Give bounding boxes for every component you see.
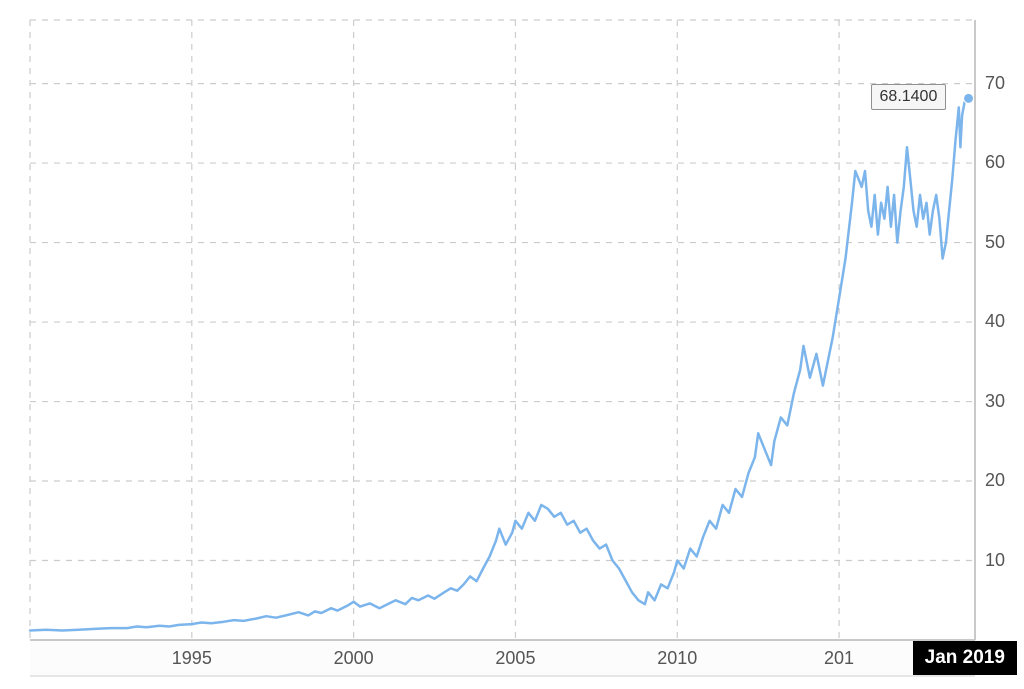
value-tooltip: 68.1400 <box>871 84 947 110</box>
y-tick-label: 60 <box>985 152 1005 173</box>
y-tick-label: 70 <box>985 73 1005 94</box>
date-callout: Jan 2019 <box>913 641 1017 675</box>
x-tick-label: 201 <box>824 648 854 669</box>
tooltip-value: 68.1400 <box>880 88 938 105</box>
y-tick-label: 10 <box>985 550 1005 571</box>
price-line <box>30 98 969 630</box>
last-point-marker <box>964 93 974 103</box>
y-tick-label: 40 <box>985 311 1005 332</box>
y-tick-label: 50 <box>985 232 1005 253</box>
x-tick-label: 2005 <box>495 648 535 669</box>
line-chart: 68.1400 Jan 2019 10 20 30 40 50 60 70 1995 2000 2… <box>0 0 1024 689</box>
x-tick-label: 2010 <box>657 648 697 669</box>
y-tick-label: 30 <box>985 391 1005 412</box>
x-tick-label: 2000 <box>334 648 374 669</box>
x-tick-label: 1995 <box>172 648 212 669</box>
date-callout-text: Jan 2019 <box>925 647 1005 668</box>
y-tick-label: 20 <box>985 470 1005 491</box>
